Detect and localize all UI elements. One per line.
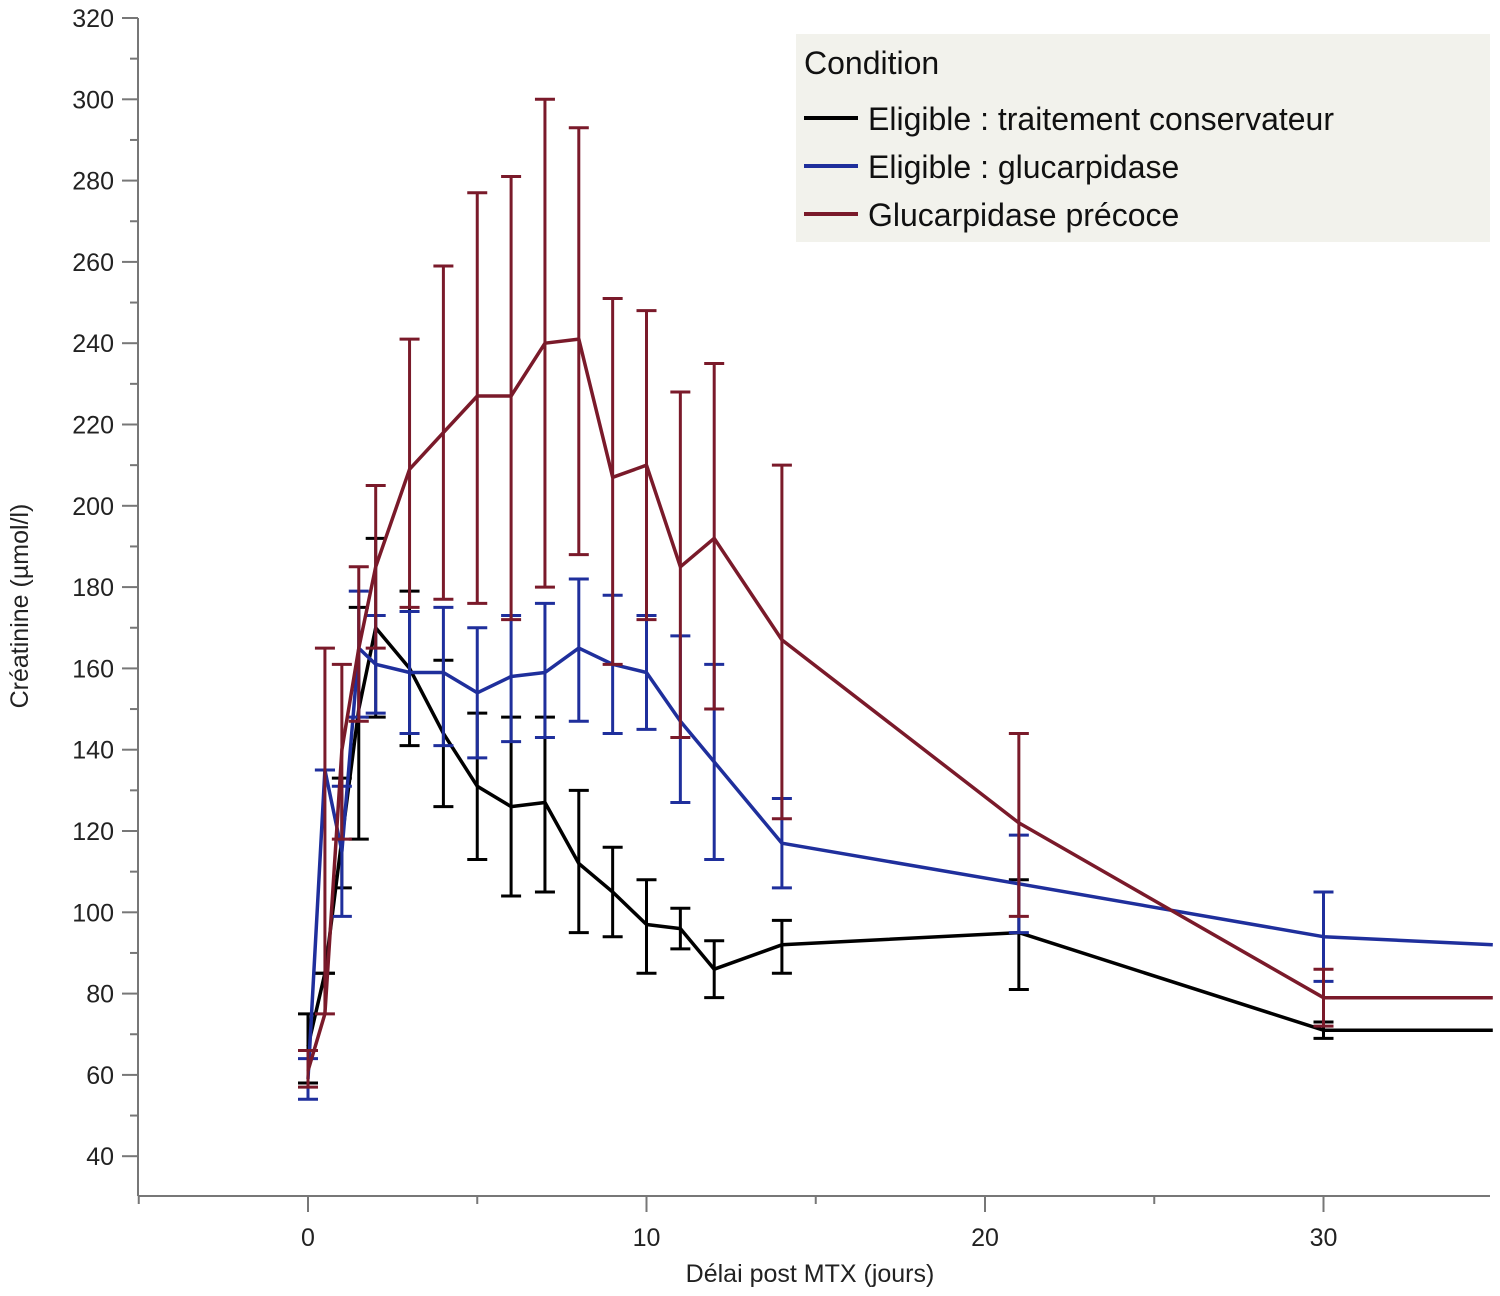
y-tick-label: 220 [72,412,114,440]
series-layer [298,97,1493,1101]
series-3 [298,97,1493,1089]
y-tick-label: 320 [72,5,114,33]
y-tick-label: 200 [72,493,114,521]
legend-label: Eligible : glucarpidase [868,149,1179,185]
y-tick-label: 80 [86,981,114,1009]
legend-title: Condition [804,45,939,81]
y-tick-label: 40 [86,1143,114,1171]
y-tick-label: 280 [72,168,114,196]
legend: Condition Eligible : traitement conserva… [796,34,1490,242]
y-tick-label: 180 [72,574,114,602]
legend-box [796,34,1490,242]
x-tick-label: 10 [633,1224,661,1252]
y-axis-title: Créatinine (µmol/l) [6,504,34,709]
y-tick-label: 160 [72,655,114,683]
y-tick-label: 60 [86,1062,114,1090]
x-tick-label: 30 [1310,1224,1338,1252]
y-tick-label: 300 [72,86,114,114]
y-tick-label: 100 [72,899,114,927]
y-tick-label: 140 [72,737,114,765]
legend-label: Eligible : traitement conservateur [868,101,1334,137]
x-tick-label: 0 [301,1224,315,1252]
x-tick-label: 20 [971,1224,999,1252]
y-tick-label: 120 [72,818,114,846]
legend-label: Glucarpidase précoce [868,197,1179,233]
x-axis-title: Délai post MTX (jours) [686,1260,935,1288]
axes: 4060801001201401601802002202402602803003… [72,5,1490,1252]
y-tick-label: 260 [72,249,114,277]
y-tick-label: 240 [72,330,114,358]
